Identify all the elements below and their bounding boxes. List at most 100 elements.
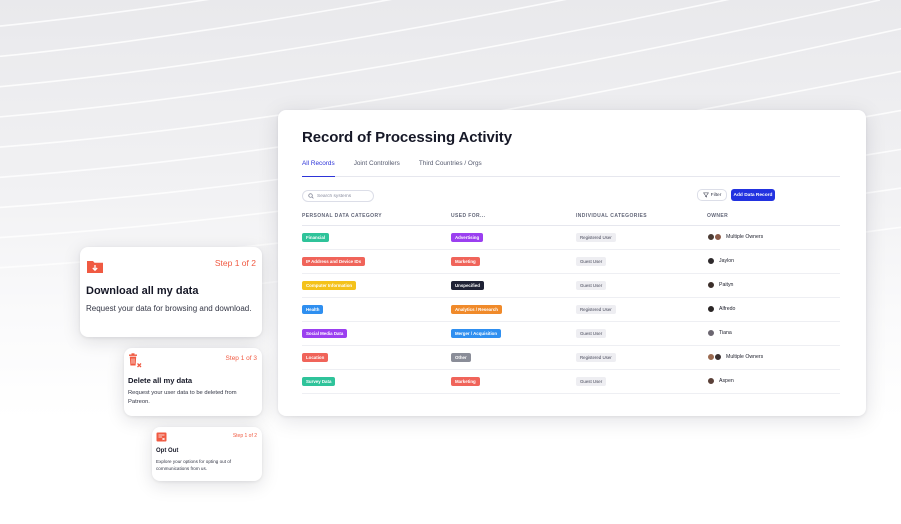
used-for-cell: Merger / Acquisition [451, 329, 502, 338]
filter-icon [702, 192, 709, 198]
table-row[interactable]: Computer Information Unspecified Guest Use… [302, 274, 840, 298]
avatar [707, 281, 715, 289]
tab-all-records[interactable]: All Records [302, 160, 335, 177]
individual-badge: Guest User [576, 329, 607, 338]
records-table: PERSONAL DATA CATEGORY USED FOR... INDIV… [302, 210, 840, 394]
column-header-individual[interactable]: INDIVIDUAL CATEGORIES [576, 213, 647, 219]
used-for-badge: Marketing [451, 257, 480, 266]
used-for-cell: Analytics / Research [451, 305, 502, 314]
used-for-cell: Unspecified [451, 281, 484, 290]
opt-out-card[interactable]: Step 1 of 2 Opt Out Explore your options… [152, 427, 262, 481]
download-data-card[interactable]: Step 1 of 2 Download all my data Request… [80, 247, 262, 337]
used-for-badge: Merger / Acquisition [451, 329, 502, 338]
category-cell: Social Media Data [302, 329, 348, 338]
individual-cell: Registered User [576, 353, 616, 362]
avatar [707, 257, 715, 265]
owner-cell: Paityn [707, 281, 733, 289]
search-input[interactable] [317, 193, 371, 199]
avatar [707, 329, 715, 337]
column-header-used-for[interactable]: USED FOR... [451, 213, 486, 219]
trash-delete-icon [129, 353, 142, 368]
tab-joint-controllers[interactable]: Joint Controllers [353, 160, 400, 167]
step-indicator: Step 1 of 2 [232, 433, 257, 439]
step-description: Explore your options for opting out of c… [156, 459, 232, 471]
column-header-category[interactable]: PERSONAL DATA CATEGORY [302, 213, 383, 219]
individual-cell: Guest User [576, 257, 607, 266]
table-header: PERSONAL DATA CATEGORY USED FOR... INDIV… [302, 210, 840, 226]
category-badge: Location [302, 353, 329, 362]
individual-cell: Guest User [576, 377, 607, 386]
avatar [714, 233, 722, 241]
filter-button[interactable]: Filter [697, 189, 727, 201]
tab-bar: All Records Joint Controllers Third Coun… [302, 160, 840, 177]
used-for-cell: Marketing [451, 377, 480, 386]
individual-cell: Registered User [576, 305, 616, 314]
owner-name: Multiple Owners [726, 234, 764, 240]
table-row[interactable]: Health Analytics / Research Registered Use… [302, 298, 840, 322]
individual-badge: Registered User [576, 233, 616, 242]
used-for-badge: Advertising [451, 233, 484, 242]
used-for-badge: Other [451, 353, 471, 362]
step-title: Delete all my data [128, 376, 193, 385]
category-cell: Survey Data [302, 377, 336, 386]
owner-name: Tiana [719, 330, 732, 336]
individual-cell: Guest User [576, 329, 607, 338]
column-header-owner[interactable]: OWNER [707, 213, 729, 219]
category-badge: Financial [302, 233, 330, 242]
table-row[interactable]: Location Other Registered User Multiple Own… [302, 346, 840, 370]
owner-cell: Aspen [707, 377, 734, 385]
used-for-badge: Analytics / Research [451, 305, 502, 314]
category-badge: Social Media Data [302, 329, 348, 338]
avatar [707, 305, 715, 313]
step-title: Opt Out [156, 448, 179, 454]
owner-name: Aspen [719, 378, 734, 384]
owner-name: Alfredo [719, 306, 736, 312]
individual-badge: Registered User [576, 305, 616, 314]
owner-cell: Tiana [707, 329, 732, 337]
owner-name: Jaylon [719, 258, 734, 264]
step-indicator: Step 1 of 3 [225, 355, 257, 362]
table-row[interactable]: Social Media Data Merger / Acquisition Gue… [302, 322, 840, 346]
record-card: Record of Processing Activity All Record… [278, 110, 866, 416]
used-for-badge: Unspecified [451, 281, 484, 290]
category-cell: Health [302, 305, 324, 314]
avatar [707, 377, 715, 385]
search-box[interactable] [302, 190, 374, 202]
individual-badge: Registered User [576, 353, 616, 362]
category-badge: Computer Information [302, 281, 357, 290]
owner-name: Multiple Owners [726, 354, 764, 360]
filter-label: Filter [710, 192, 722, 198]
add-data-record-button[interactable]: Add Data Record [731, 189, 775, 201]
individual-cell: Registered User [576, 233, 616, 242]
individual-badge: Guest User [576, 377, 607, 386]
individual-badge: Guest User [576, 257, 607, 266]
category-cell: IP Address and Device IDs [302, 257, 366, 266]
search-icon [308, 193, 314, 199]
step-title: Download all my data [86, 285, 199, 297]
table-row[interactable]: IP Address and Device IDs Marketing Guest … [302, 250, 840, 274]
owner-cell: Jaylon [707, 257, 734, 265]
used-for-cell: Advertising [451, 233, 484, 242]
used-for-cell: Marketing [451, 257, 480, 266]
owner-cell: Alfredo [707, 305, 735, 313]
delete-data-card[interactable]: Step 1 of 3 Delete all my data Request y… [124, 348, 262, 416]
step-description: Request your data for browsing and downl… [86, 304, 252, 313]
used-for-cell: Other [451, 353, 471, 362]
table-row[interactable]: Financial Advertising Registered User Multi… [302, 226, 840, 250]
category-cell: Financial [302, 233, 330, 242]
category-badge: IP Address and Device IDs [302, 257, 366, 266]
category-cell: Computer Information [302, 281, 357, 290]
avatar [714, 353, 722, 361]
step-indicator: Step 1 of 2 [214, 258, 256, 268]
table-body: Financial Advertising Registered User Multi… [302, 226, 840, 394]
used-for-badge: Marketing [451, 377, 480, 386]
page-title: Record of Processing Activity [302, 129, 512, 146]
category-badge: Health [302, 305, 324, 314]
owner-cell: Multiple Owners [707, 233, 763, 241]
owner-name: Paityn [719, 282, 734, 288]
download-folder-icon [87, 261, 103, 273]
tab-third-countries[interactable]: Third Countries / Orgs [418, 160, 482, 167]
category-badge: Survey Data [302, 377, 336, 386]
individual-cell: Guest User [576, 281, 607, 290]
table-row[interactable]: Survey Data Marketing Guest User Aspen [302, 370, 840, 394]
